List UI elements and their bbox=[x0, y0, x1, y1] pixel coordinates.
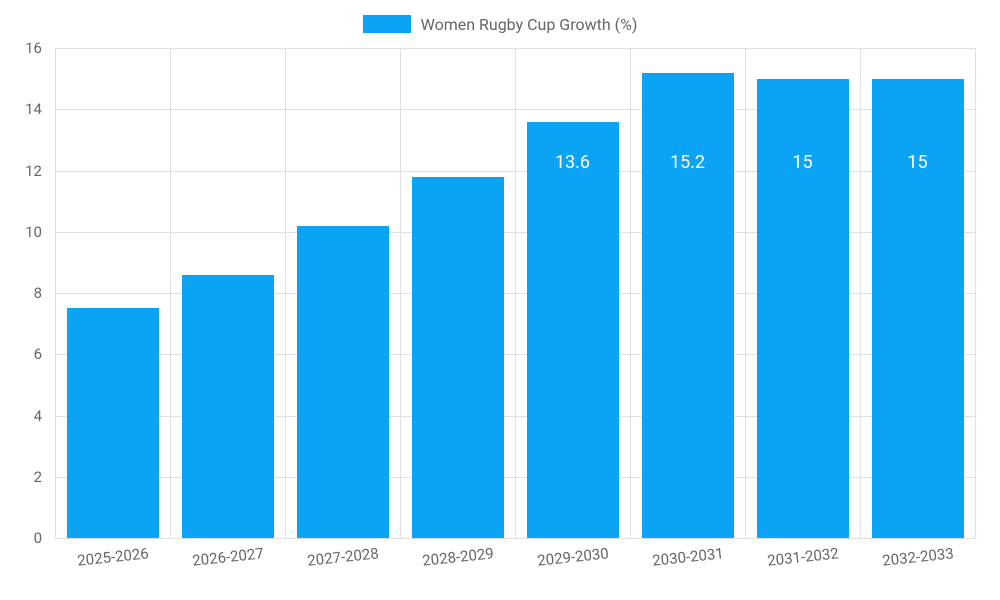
x-axis: 2025-2026 2026-2027 2027-2028 2028-2029 2029… bbox=[55, 540, 975, 590]
grid-line-horizontal bbox=[55, 538, 975, 539]
bars: 7.58.610.211.813.615.21515 bbox=[55, 48, 975, 538]
y-tick-label: 12 bbox=[25, 162, 42, 180]
bar: 8.6 bbox=[182, 275, 274, 538]
y-axis: 0246810121416 bbox=[0, 48, 50, 538]
bar-value-label: 10.2 bbox=[325, 152, 360, 173]
y-tick-label: 8 bbox=[34, 284, 42, 302]
x-tick-label: 2031-2032 bbox=[766, 544, 839, 569]
x-tick-label: 2027-2028 bbox=[306, 544, 379, 569]
x-tick-label: 2025-2026 bbox=[76, 544, 149, 569]
bar: 13.6 bbox=[527, 122, 619, 539]
bar: 15 bbox=[757, 79, 849, 538]
bar-value-label: 15 bbox=[907, 152, 927, 173]
x-tick-label: 2026-2027 bbox=[191, 544, 264, 569]
bar: 7.5 bbox=[67, 308, 159, 538]
x-tick-label: 2032-2033 bbox=[881, 544, 954, 569]
y-tick-label: 6 bbox=[34, 345, 42, 363]
bar: 11.8 bbox=[412, 177, 504, 538]
x-tick-label: 2029-2030 bbox=[536, 544, 609, 569]
chart-area: 7.58.610.211.813.615.21515 bbox=[55, 48, 975, 538]
y-tick-label: 4 bbox=[34, 407, 42, 425]
legend-label: Women Rugby Cup Growth (%) bbox=[421, 15, 638, 34]
bar-value-label: 15 bbox=[792, 152, 812, 173]
bar: 10.2 bbox=[297, 226, 389, 538]
bar-value-label: 15.2 bbox=[670, 152, 705, 173]
legend-swatch bbox=[363, 15, 411, 33]
y-tick-label: 16 bbox=[25, 39, 42, 57]
bar: 15.2 bbox=[642, 73, 734, 539]
bar-value-label: 13.6 bbox=[555, 152, 590, 173]
bar-value-label: 8.6 bbox=[215, 152, 240, 173]
bar-value-label: 11.8 bbox=[440, 152, 475, 173]
grid-line-vertical bbox=[975, 48, 976, 538]
bar: 15 bbox=[872, 79, 964, 538]
y-tick-label: 10 bbox=[25, 223, 42, 241]
x-tick-label: 2028-2029 bbox=[421, 544, 494, 569]
bar-value-label: 7.5 bbox=[100, 152, 125, 173]
x-tick-label: 2030-2031 bbox=[651, 544, 724, 569]
y-tick-label: 14 bbox=[25, 100, 42, 118]
legend: Women Rugby Cup Growth (%) bbox=[0, 0, 1000, 40]
y-tick-label: 0 bbox=[34, 529, 42, 547]
y-tick-label: 2 bbox=[34, 468, 42, 486]
chart-container: Women Rugby Cup Growth (%) 0 2 4 6 8 10 12 14 16… bbox=[0, 0, 1000, 600]
